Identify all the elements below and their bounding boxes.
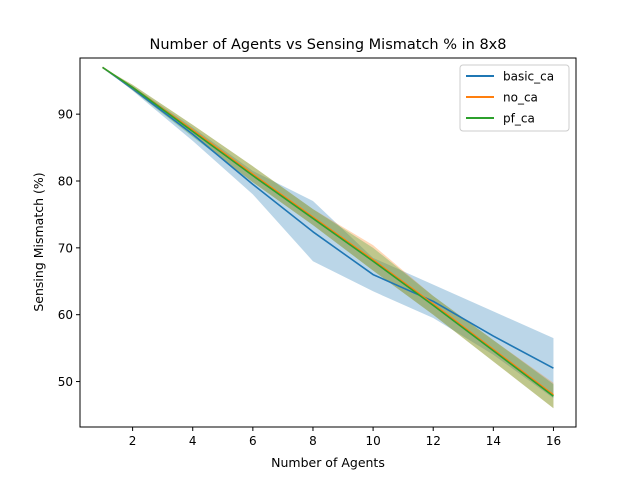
x-tick-label: 4 [189, 434, 197, 448]
x-tick-label: 14 [486, 434, 501, 448]
x-axis-ticks: 2 4 6 8 10 12 14 16 [129, 427, 561, 448]
chart-title: Number of Agents vs Sensing Mismatch % i… [150, 37, 507, 53]
legend: basic_ca no_ca pf_ca [459, 64, 570, 132]
y-axis-ticks: 50 60 70 80 90 [58, 108, 80, 389]
x-tick-label: 8 [309, 434, 317, 448]
x-tick-label: 6 [249, 434, 257, 448]
y-tick-label: 90 [58, 108, 73, 122]
x-tick-label: 16 [546, 434, 561, 448]
y-tick-label: 70 [58, 241, 73, 255]
y-tick-label: 80 [58, 175, 73, 189]
series-lines [102, 66, 554, 397]
x-tick-label: 12 [426, 434, 441, 448]
plot-frame [79, 57, 577, 428]
line-pf_ca [102, 66, 554, 397]
x-axis-label: Number of Agents [271, 455, 385, 470]
legend-label-pf_ca: pf_ca [503, 112, 535, 126]
legend-box [459, 64, 570, 132]
line-basic_ca [102, 66, 554, 369]
legend-label-basic_ca: basic_ca [503, 70, 554, 84]
y-tick-label: 60 [58, 308, 73, 322]
x-tick-label: 10 [365, 434, 380, 448]
y-tick-label: 50 [58, 375, 73, 389]
y-axis-label: Sensing Mismatch (%) [31, 172, 46, 311]
legend-label-no_ca: no_ca [503, 91, 538, 105]
band-basic_ca [102, 67, 554, 399]
x-tick-label: 2 [129, 434, 137, 448]
